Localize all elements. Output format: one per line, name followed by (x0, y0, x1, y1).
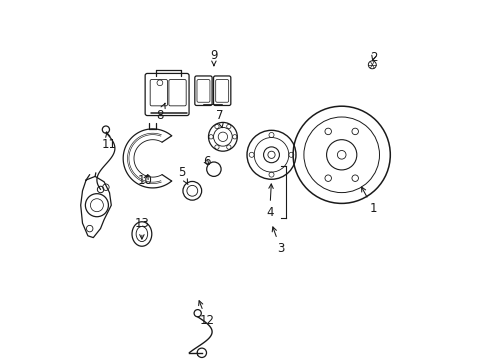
Text: 5: 5 (178, 166, 187, 185)
Text: 9: 9 (210, 49, 217, 66)
Text: 3: 3 (272, 227, 284, 255)
Text: 11: 11 (102, 132, 117, 150)
Text: 13: 13 (134, 217, 149, 239)
Text: 12: 12 (198, 301, 214, 327)
Text: 10: 10 (138, 174, 153, 186)
Text: 1: 1 (361, 187, 376, 215)
Text: 6: 6 (203, 156, 210, 168)
Text: 2: 2 (369, 51, 376, 64)
Text: 4: 4 (265, 184, 273, 219)
Text: 8: 8 (156, 103, 165, 122)
Text: 7: 7 (215, 109, 223, 128)
